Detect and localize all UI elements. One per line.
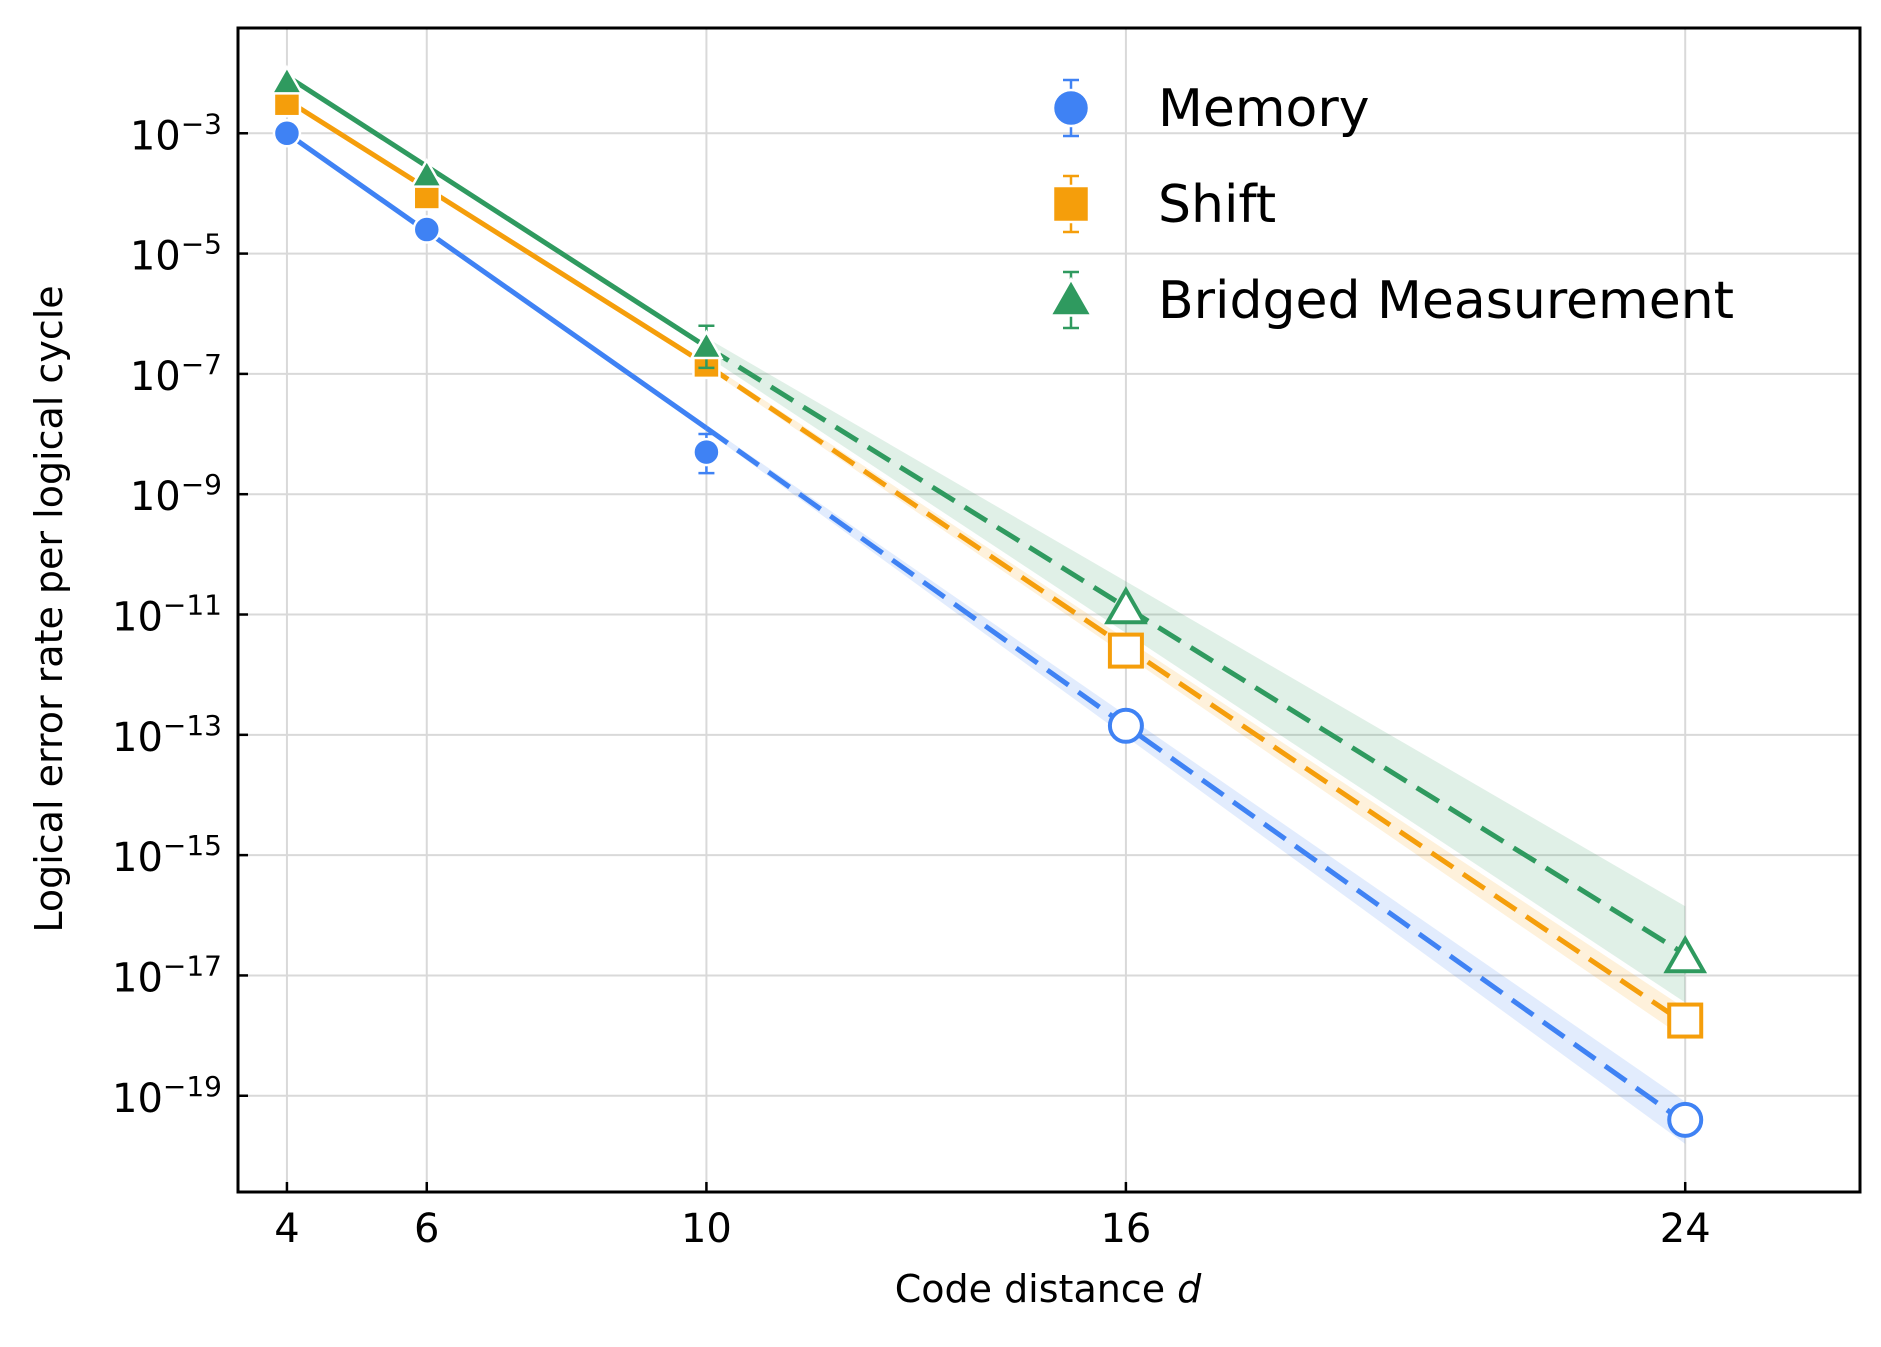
- data-point-measured: [412, 215, 442, 244]
- x-axis-label: Code distance d: [895, 1267, 1202, 1311]
- data-point-measured: [409, 157, 444, 188]
- data-point-measured: [689, 329, 724, 360]
- confidence-band: [706, 361, 1686, 1039]
- y-tick-label: 10−9: [130, 468, 222, 520]
- extrapolation-line: [705, 344, 1687, 957]
- y-tick-label: 10−15: [112, 829, 222, 881]
- x-tick-label: 16: [1100, 1206, 1151, 1252]
- extrapolation-line: [704, 425, 1687, 1125]
- grid-lines: [238, 28, 1860, 1192]
- legend-label: Bridged Measurement: [1158, 271, 1734, 331]
- axes: 4 6 10 16 24 10−3 10−5 10−7 10−9 10−11 10−13 10−15 1…: [112, 26, 1862, 1252]
- x-tick-label: 24: [1660, 1206, 1711, 1252]
- confidence-band: [706, 337, 1686, 1003]
- data-point-projected: [1104, 586, 1148, 625]
- y-axis-label: Logical error rate per logical cycle: [27, 285, 71, 932]
- legend-marker: [1051, 184, 1091, 224]
- data-point-projected: [1107, 632, 1144, 669]
- y-tick-label: 10−19: [112, 1070, 222, 1122]
- data-point-projected: [1667, 1101, 1704, 1138]
- legend-marker: [1051, 88, 1091, 128]
- data-point-projected: [1663, 934, 1708, 974]
- y-tick-label: 10−3: [130, 107, 222, 159]
- y-tick-label: 10−5: [130, 228, 222, 280]
- x-tick-label: 10: [681, 1206, 732, 1252]
- data-point-projected: [1667, 1002, 1704, 1039]
- x-tick-label: 6: [414, 1206, 439, 1252]
- data-markers: [269, 64, 1708, 1138]
- extrapolation-line: [705, 362, 1687, 1026]
- data-point-measured: [692, 437, 721, 467]
- data-point-projected: [1107, 707, 1144, 744]
- confidence-band: [706, 425, 1686, 1144]
- confidence-bands: [706, 337, 1686, 1144]
- y-tick-label: 10−13: [112, 709, 222, 761]
- y-tick-label: 10−11: [112, 589, 222, 641]
- fit-line: [285, 74, 708, 349]
- y-tick-label: 10−7: [130, 348, 222, 400]
- legend-marker: [1048, 276, 1094, 317]
- fit-line: [285, 131, 708, 431]
- fit-line: [285, 98, 708, 367]
- x-tick-label: 4: [274, 1206, 299, 1252]
- y-tick-label: 10−17: [112, 949, 222, 1001]
- fit-lines: [285, 74, 1687, 1125]
- data-point-measured: [269, 64, 305, 95]
- legend-label: Shift: [1158, 175, 1276, 235]
- data-point-measured: [272, 119, 302, 148]
- legend: Memory Shift Bridged Measurement: [1048, 78, 1734, 331]
- legend-label: Memory: [1158, 79, 1369, 139]
- plot-frame: [236, 26, 1862, 1194]
